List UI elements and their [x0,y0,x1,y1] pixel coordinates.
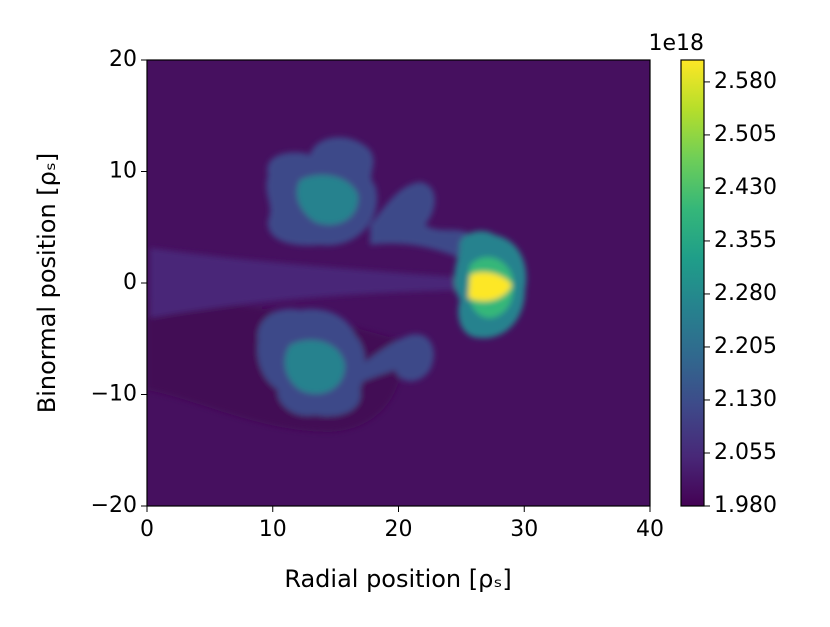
colorbar-tick-label: 2.205 [714,334,777,359]
colorbar-tick-label: 2.280 [714,281,777,306]
x-tick-label: 40 [636,517,664,542]
field [147,60,650,506]
x-tick-label: 20 [385,517,413,542]
x-tick-label: 0 [140,517,154,542]
colorbar-tick-label: 2.355 [714,228,777,253]
colorbar-tick-label: 2.505 [714,122,777,147]
y-tick-label: 10 [109,159,137,184]
colorbar-tick-label: 2.430 [714,175,777,200]
colorbar-tick-label: 2.580 [714,69,777,94]
colorbar [680,59,705,507]
colorbar-tick-label: 1.980 [714,493,777,518]
y-tick-label: −20 [91,493,137,518]
x-axis-label: Radial position [ρₛ] [284,565,511,593]
y-tick-label: −10 [91,382,137,407]
x-tick-label: 30 [510,517,538,542]
y-axis-label: Binormal position [ρₛ] [33,153,61,413]
y-tick-label: 0 [123,270,137,295]
colorbar-tick-label: 2.055 [714,440,777,465]
colorbar-offset: 1e18 [648,31,704,56]
y-tick-label: 20 [109,47,137,72]
x-tick-label: 10 [259,517,287,542]
colorbar-tick-label: 2.130 [714,387,777,412]
